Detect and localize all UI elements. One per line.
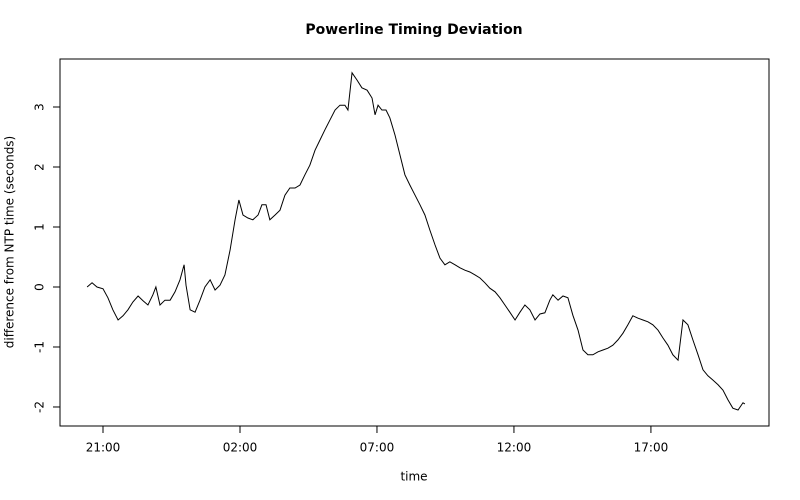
x-tick-label: 21:00 [86, 441, 121, 455]
y-tick-label: 3 [33, 103, 47, 111]
y-tick-label: -2 [33, 401, 47, 413]
plot-frame [59, 58, 770, 427]
y-axis-label: difference from NTP time (seconds) [3, 136, 17, 349]
y-tick-label: 0 [33, 283, 47, 291]
x-tick-label: 17:00 [634, 441, 669, 455]
x-axis-label: time [400, 470, 427, 484]
x-tick-label: 02:00 [223, 441, 258, 455]
data-line [86, 71, 746, 411]
y-tick-label: -1 [33, 341, 47, 353]
chart-title: Powerline Timing Deviation [305, 22, 522, 38]
y-tick-label: 2 [33, 163, 47, 171]
x-tick-label: 07:00 [360, 441, 395, 455]
x-tick-label: 12:00 [497, 441, 532, 455]
y-tick-label: 1 [33, 223, 47, 231]
